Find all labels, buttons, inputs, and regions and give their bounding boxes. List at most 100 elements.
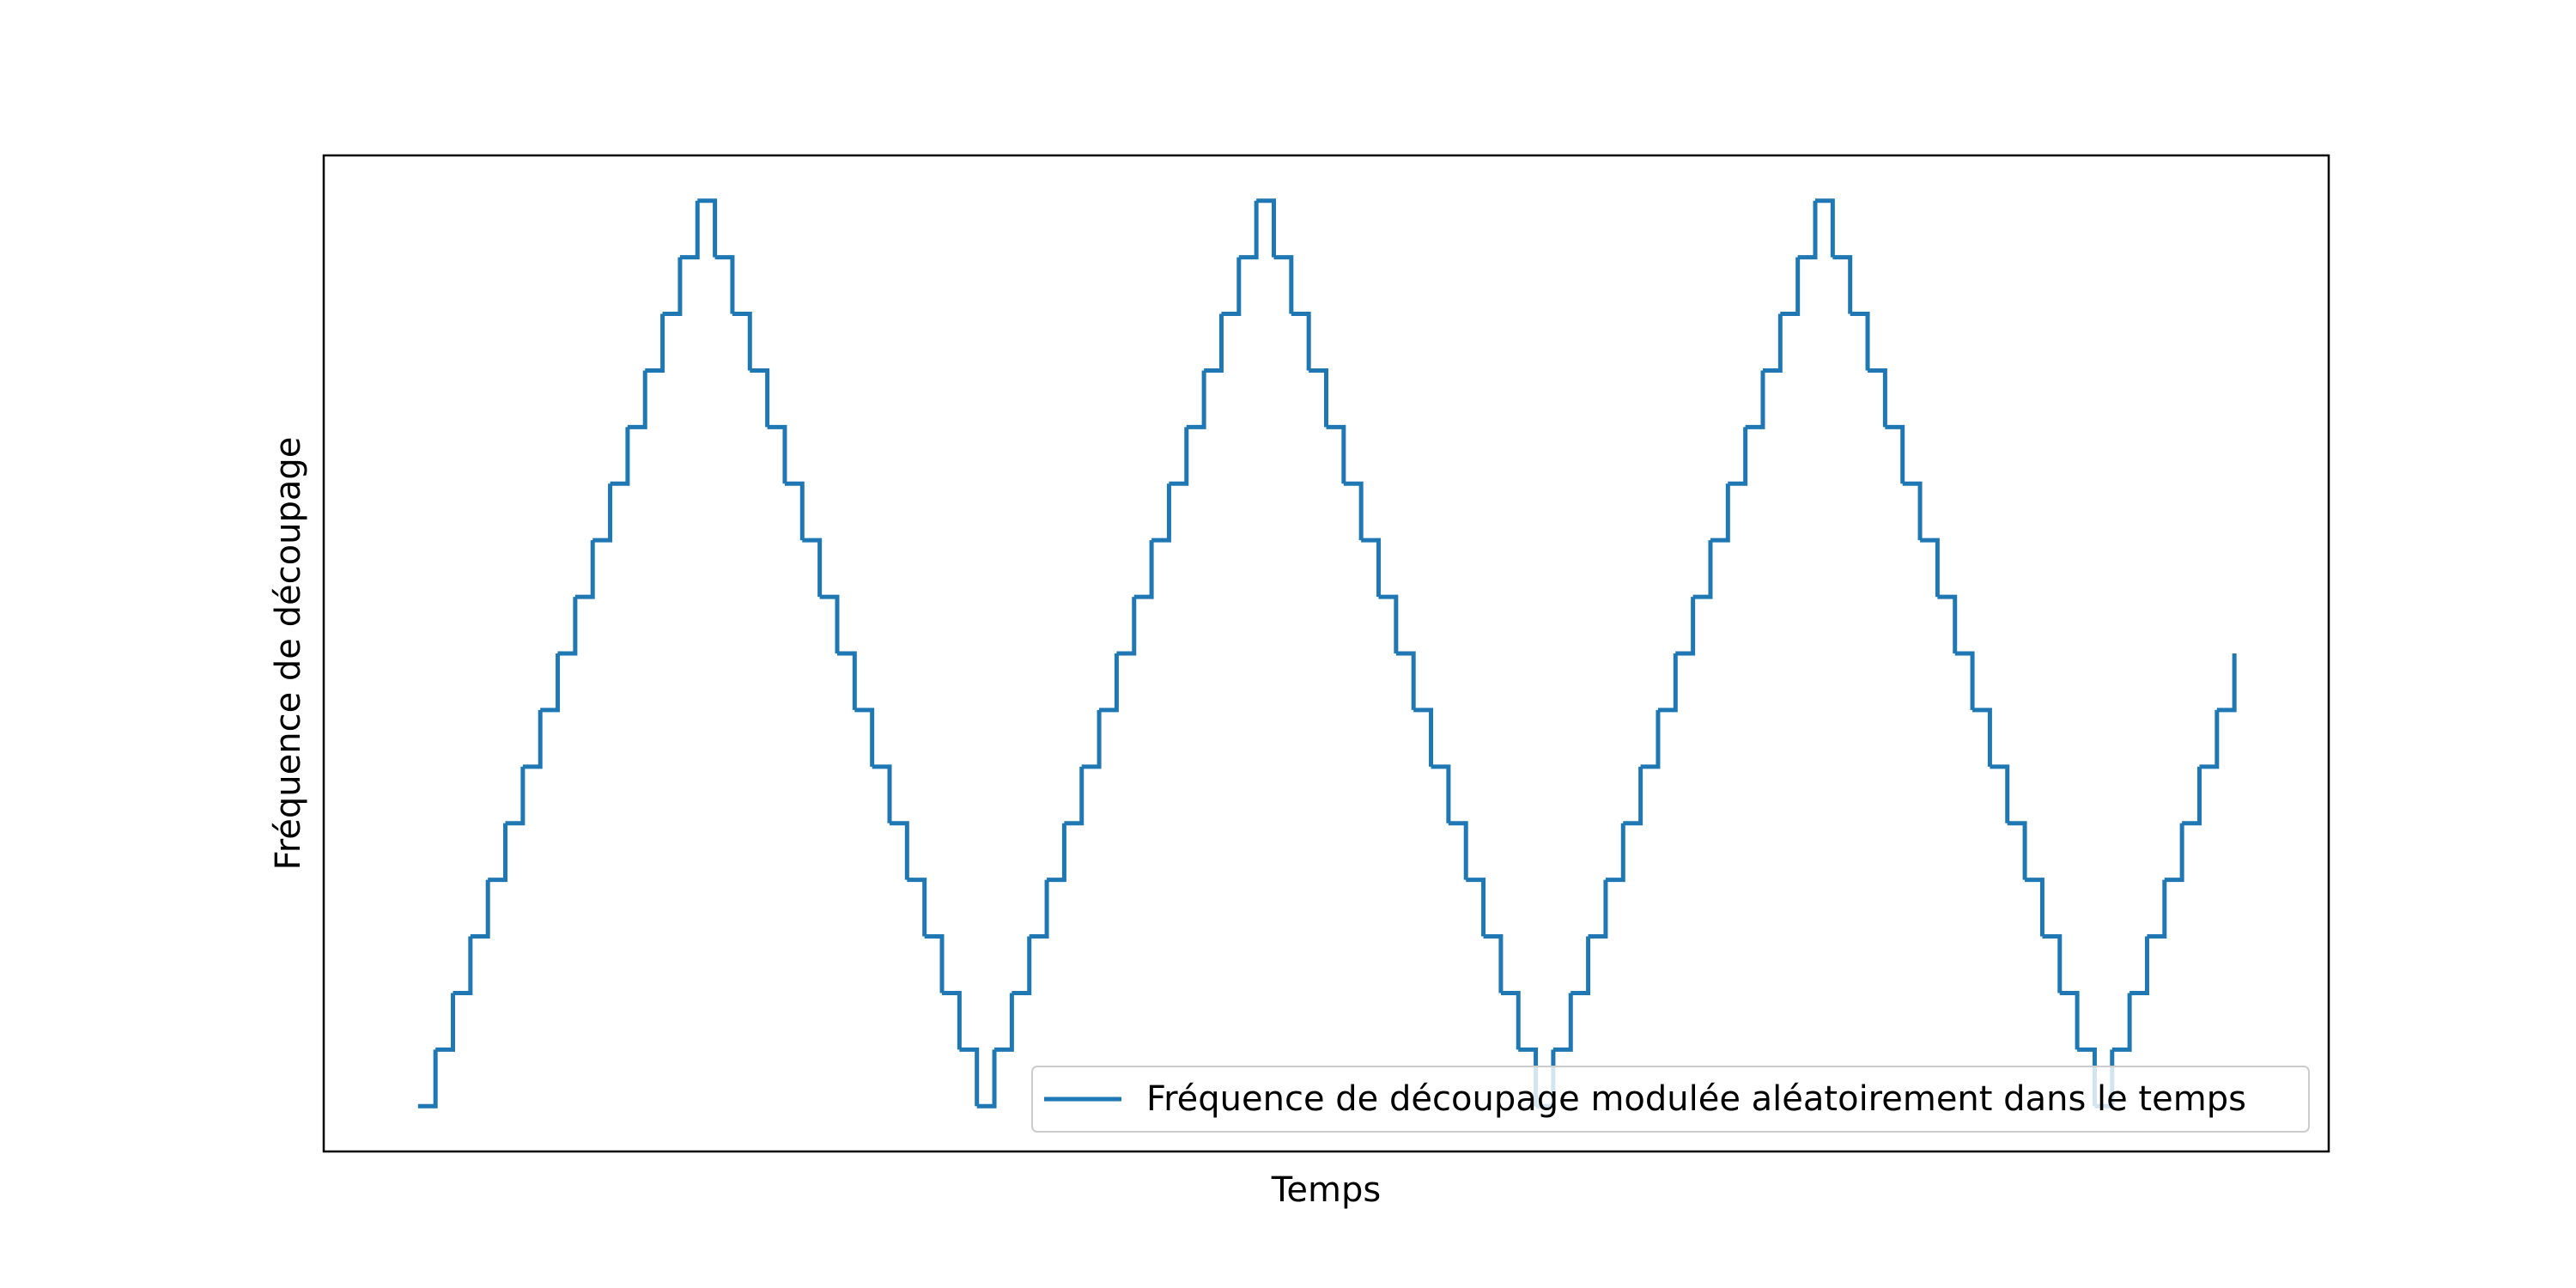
step-segment [1081, 709, 1102, 769]
step-segment [1972, 708, 1992, 767]
step-segment [1675, 597, 1696, 656]
step-segment [714, 255, 735, 314]
step-segment [1728, 427, 1748, 486]
step-segment [854, 708, 875, 767]
step-segment [2059, 990, 2080, 1050]
step-segment [1256, 198, 1276, 258]
step-segment [1745, 370, 1765, 429]
step-segment [1012, 936, 1032, 995]
step-segment [1797, 200, 1818, 260]
step-segment [627, 370, 647, 429]
step-segment [1657, 653, 1678, 713]
step-segment [1920, 538, 1940, 598]
step-segment [1116, 597, 1137, 656]
step-segment [1361, 538, 1382, 598]
step-segment [697, 198, 718, 258]
step-segment [470, 879, 490, 939]
step-segment [1326, 424, 1346, 484]
step-segment [1395, 651, 1416, 710]
step-segment [679, 200, 700, 260]
step-segment [1937, 594, 1958, 653]
step-segment [592, 483, 613, 543]
step-segment [1378, 594, 1399, 653]
step-segment [2164, 823, 2184, 883]
step-segment [1291, 312, 1311, 371]
step-segment [1466, 878, 1486, 937]
step-segment [610, 427, 630, 486]
step-segment [750, 368, 770, 428]
step-segment [976, 1049, 997, 1109]
step-segment [942, 990, 962, 1050]
step-segment [1309, 368, 1328, 428]
legend-box [1031, 1066, 2310, 1133]
step-segment [2007, 821, 2027, 880]
step-segment [1064, 766, 1084, 826]
step-segment [2129, 936, 2149, 995]
step-segment [802, 538, 823, 598]
legend: Fréquence de découpage modulée aléatoire… [1031, 1066, 2310, 1133]
step-segment [1780, 257, 1801, 317]
x-axis-label: Temps [1271, 1170, 1381, 1210]
step-segment [2042, 934, 2063, 993]
step-segment [1885, 424, 1905, 484]
step-segment [1605, 823, 1625, 883]
step-segment [1238, 200, 1259, 260]
step-segment [1221, 257, 1242, 317]
step-segment [645, 313, 665, 373]
step-segment [1431, 764, 1451, 823]
step-segment [1169, 427, 1189, 486]
plot-frame [322, 154, 2330, 1153]
step-segment [662, 257, 683, 317]
step-segment [1954, 651, 1975, 710]
step-segment [1815, 198, 1835, 258]
series-0 [417, 198, 2237, 1109]
step-segment [994, 993, 1014, 1052]
step-segment [924, 934, 945, 993]
step-segment [540, 653, 561, 713]
step-segment [1483, 934, 1504, 993]
step-segment [557, 597, 578, 656]
step-segment [732, 312, 752, 371]
step-segment [1151, 483, 1171, 543]
step-segment [1047, 823, 1066, 883]
step-segment [522, 709, 543, 769]
step-segment [488, 823, 508, 883]
y-axis-label: Fréquence de découpage [269, 437, 308, 871]
step-segment [505, 766, 526, 826]
step-segment [1204, 313, 1224, 373]
step-segment [1186, 370, 1206, 429]
step-segment [1571, 936, 1591, 995]
step-segment [1133, 540, 1154, 599]
step-segment [1762, 313, 1783, 373]
step-segment [1343, 481, 1364, 541]
step-segment [2111, 993, 2132, 1052]
step-segment [767, 424, 787, 484]
step-segment [574, 540, 595, 599]
step-segment [836, 651, 857, 710]
step-segment [907, 878, 927, 937]
step-segment [2025, 878, 2044, 937]
step-segment [2182, 766, 2202, 826]
step-segment [453, 936, 473, 995]
step-segment [1640, 709, 1661, 769]
step-segment [1692, 540, 1713, 599]
step-segment [435, 993, 456, 1052]
step-segment [1623, 766, 1643, 826]
step-segment [1448, 821, 1468, 880]
step-segment [1099, 653, 1119, 713]
step-segment [1273, 255, 1294, 314]
step-segment [1850, 312, 1870, 371]
series-layer [417, 198, 2237, 1109]
step-segment [1552, 993, 1573, 1052]
step-segment [2199, 709, 2220, 769]
step-segment [959, 1047, 980, 1107]
legend-label: Fréquence de découpage modulée aléatoire… [1146, 1079, 2246, 1119]
step-segment [2147, 879, 2167, 939]
step-segment [1902, 481, 1923, 541]
step-segment [417, 1049, 438, 1109]
plot-area [324, 155, 2329, 1151]
step-segment [2216, 653, 2237, 713]
step-segment [1500, 990, 1521, 1050]
step-segment [1868, 368, 1887, 428]
